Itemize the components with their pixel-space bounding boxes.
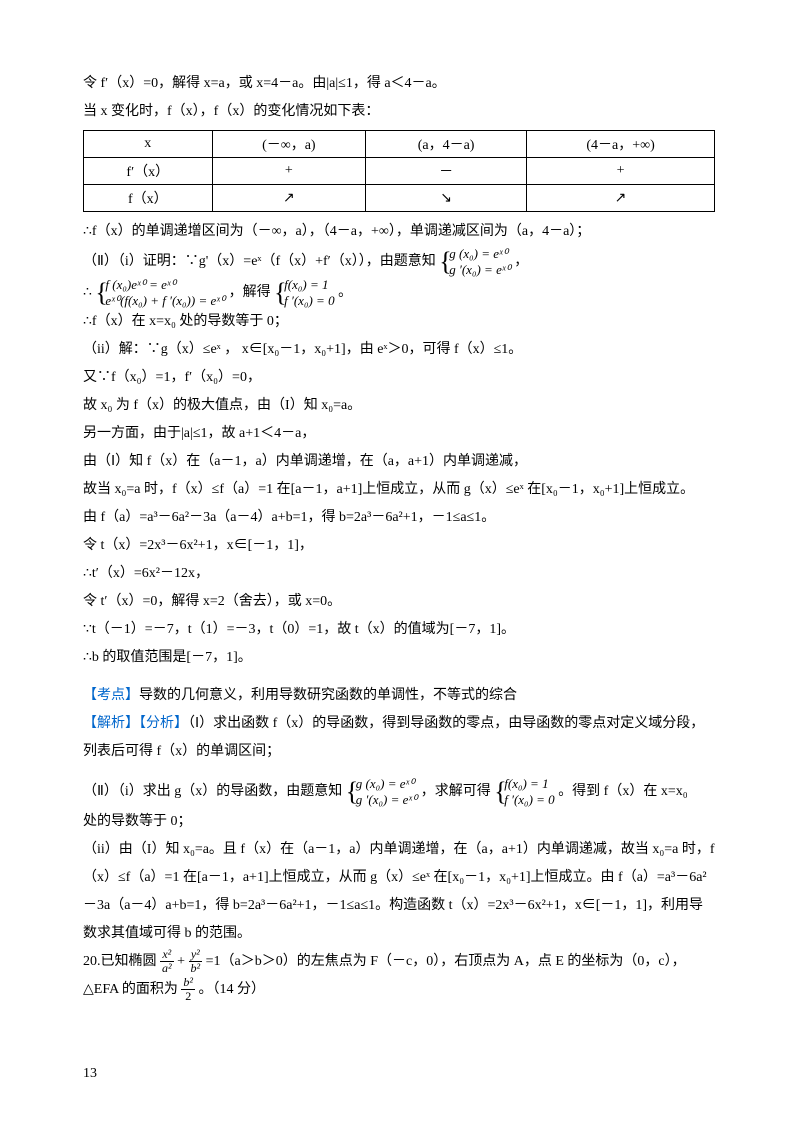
brace-bot: f ′(x₀) = 0 <box>504 792 554 808</box>
cell: f（x） <box>84 185 213 212</box>
frac-den: b² <box>189 962 203 975</box>
table-row: f′（x） + － + <box>84 158 715 185</box>
cell: x <box>84 131 213 158</box>
text-span: △EFA 的面积为 <box>83 982 181 997</box>
text-line: ∴b 的取值范围是[－7，1]。 <box>83 644 715 672</box>
text-line: ∴f（x）的单调递增区间为（－∞，a），（4－a，+∞），单调递减区间为（a，4… <box>83 218 715 246</box>
text-span: ，解得 <box>229 285 275 300</box>
brace-bot: f ′(x₀) = 0 <box>284 293 334 309</box>
cell: + <box>527 158 715 185</box>
text-line: △EFA 的面积为 b² 2 。（14 分） <box>83 976 715 1004</box>
text-line: 另一方面，由于|a|≤1，故 a+1＜4－a， <box>83 420 715 448</box>
cell: ↗ <box>212 185 366 212</box>
cell: ↗ <box>527 185 715 212</box>
text-span: =1（a＞b＞0）的左焦点为 F（－c，0），右顶点为 A，点 E 的坐标为（0… <box>206 954 686 969</box>
text-span: ∴ <box>83 285 95 300</box>
text-span: ，求解可得 <box>421 784 495 799</box>
variation-table: x (－∞，a) (a，4－a) (4－a，+∞) f′（x） + － + f（… <box>83 130 715 212</box>
text-line: （Ⅱ）（i）证明：∵g'（x）=eˣ（f（x）+f′（x）），由题意知 g (x… <box>83 246 715 277</box>
text-line: 令 f′（x）=0，解得 x=a，或 x=4－a。由|a|≤1，得 a＜4－a。 <box>83 70 715 98</box>
frac-num: x² <box>160 948 174 962</box>
text-line: 又∵f（x₀）=1，f′（x₀）=0， <box>83 364 715 392</box>
text-line: （ii）解：∵g（x）≤eˣ ， x∈[x₀－1，x₀+1]，由 eˣ＞0，可得… <box>83 336 715 364</box>
system-brace: g (x₀) = eˣ⁰ g ′(x₀) = eˣ⁰ <box>346 776 417 807</box>
cell: (4－a，+∞) <box>527 131 715 158</box>
fraction: b² 2 <box>181 976 195 1003</box>
frac-den: 2 <box>181 990 195 1003</box>
text-line: （Ⅱ）（i）求出 g（x）的导函数，由题意知 g (x₀) = eˣ⁰ g ′(… <box>83 776 715 807</box>
text-line: ∴f（x）在 x=x₀ 处的导数等于 0； <box>83 308 715 336</box>
table-row: x (－∞，a) (a，4－a) (4－a，+∞) <box>84 131 715 158</box>
page-number: 13 <box>83 1066 97 1082</box>
text-span: 20.已知椭圆 <box>83 954 160 969</box>
text-span: 。得到 f（x）在 x=x₀ <box>558 784 687 799</box>
text-line: 令 t（x）=2x³－6x²+1，x∈[－1，1]， <box>83 532 715 560</box>
text-span: 。（14 分） <box>199 982 266 997</box>
system-brace: f(x₀) = 1 f ′(x₀) = 0 <box>274 277 334 308</box>
frac-den: a² <box>160 962 174 975</box>
system-brace: f (x₀)eˣ⁰ = eˣ⁰ eˣ⁰(f(x₀) + f ′(x₀)) = e… <box>95 277 225 308</box>
kaodian-line: 【考点】导数的几何意义，利用导数研究函数的单调性，不等式的综合 <box>83 682 715 710</box>
fenxi-label: 【分析】 <box>139 716 188 731</box>
question-20: 20.已知椭圆 x² a² + y² b² =1（a＞b＞0）的左焦点为 F（－… <box>83 948 715 976</box>
brace-top: g (x₀) = eˣ⁰ <box>449 246 510 262</box>
system-brace: g (x₀) = eˣ⁰ g ′(x₀) = eˣ⁰ <box>439 246 510 277</box>
text-span: ， <box>514 254 528 269</box>
text-line: 由（Ⅰ）知 f（x）在（a－1，a）内单调递增，在（a，a+1）内单调递减， <box>83 448 715 476</box>
text-span: （Ⅱ）（i）证明：∵g'（x）=eˣ（f（x）+f′（x）），由题意知 <box>83 254 439 269</box>
text-line: 处的导数等于 0； <box>83 808 715 836</box>
brace-top: f (x₀)eˣ⁰ = eˣ⁰ <box>105 277 225 293</box>
kaodian-label: 【考点】 <box>83 688 139 703</box>
text-line: 故 x₀ 为 f（x）的极大值点，由（I）知 x₀=a。 <box>83 392 715 420</box>
brace-top: f(x₀) = 1 <box>284 277 334 293</box>
text-span: （Ⅱ）（i）求出 g（x）的导函数，由题意知 <box>83 784 346 799</box>
text-line: （ii）由（I）知 x₀=a。且 f（x）在（a－1，a）内单调递增，在（a，a… <box>83 836 715 948</box>
text-line: ∴ f (x₀)eˣ⁰ = eˣ⁰ eˣ⁰(f(x₀) + f ′(x₀)) =… <box>83 277 715 308</box>
table-row: f（x） ↗ ↘ ↗ <box>84 185 715 212</box>
brace-bot: g ′(x₀) = eˣ⁰ <box>449 262 510 278</box>
cell: f′（x） <box>84 158 213 185</box>
cell: ↘ <box>366 185 527 212</box>
text-line: 故当 x₀=a 时，f（x）≤f（a）=1 在[a－1，a+1]上恒成立，从而 … <box>83 476 715 504</box>
text-span: 。 <box>338 285 352 300</box>
cell: (－∞，a) <box>212 131 366 158</box>
text-line: 当 x 变化时，f（x），f（x）的变化情况如下表： <box>83 98 715 126</box>
kaodian-text: 导数的几何意义，利用导数研究函数的单调性，不等式的综合 <box>139 688 517 703</box>
fraction: x² a² <box>160 948 174 975</box>
text-line: 令 t′（x）=0，解得 x=2（舍去），或 x=0。 <box>83 588 715 616</box>
frac-num: b² <box>181 976 195 990</box>
text-span: + <box>177 954 188 969</box>
brace-top: f(x₀) = 1 <box>504 776 554 792</box>
text-line: 由 f（a）=a³－6a²－3a（a－4）a+b=1，得 b=2a³－6a²+1… <box>83 504 715 532</box>
text-line: ∴t′（x）=6x²－12x， <box>83 560 715 588</box>
jiexi-line: 【解析】【分析】（Ⅰ）求出函数 f（x）的导函数，得到导函数的零点，由导函数的零… <box>83 710 715 766</box>
frac-num: y² <box>189 948 203 962</box>
brace-top: g (x₀) = eˣ⁰ <box>356 776 417 792</box>
fraction: y² b² <box>189 948 203 975</box>
brace-bot: eˣ⁰(f(x₀) + f ′(x₀)) = eˣ⁰ <box>105 293 225 309</box>
brace-bot: g ′(x₀) = eˣ⁰ <box>356 792 417 808</box>
jiexi-label: 【解析】 <box>83 716 139 731</box>
system-brace: f(x₀) = 1 f ′(x₀) = 0 <box>494 776 554 807</box>
cell: － <box>366 158 527 185</box>
cell: (a，4－a) <box>366 131 527 158</box>
text-line: ∵t（－1）=－7，t（1）=－3，t（0）=1，故 t（x）的值域为[－7，1… <box>83 616 715 644</box>
cell: + <box>212 158 366 185</box>
